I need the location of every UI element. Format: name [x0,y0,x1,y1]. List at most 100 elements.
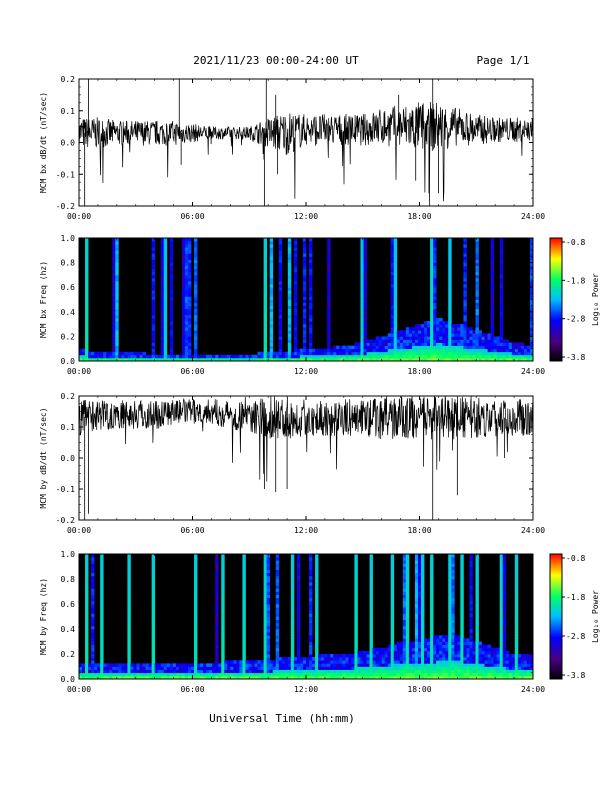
spectrogram-cell [275,569,280,574]
spectrogram-cell [115,333,119,337]
spectrogram-cell [414,604,419,608]
spectrogram-cell [278,244,283,248]
spectrogram-cell [181,256,186,260]
spectrogram-cell [221,641,225,645]
spectrogram-cell [529,290,534,294]
spectrogram-cell [354,657,358,661]
spectrogram-cell [460,357,464,362]
spectrogram-cell [514,663,519,667]
spectrogram-cell [85,666,89,670]
spectrogram-cell [514,613,519,617]
spectrogram-cell [130,675,134,680]
spectrogram-cell [496,357,501,362]
spectrogram-cell [124,672,128,677]
spectrogram-cell [424,336,428,340]
spectrogram-cell [269,287,274,291]
spectrogram-cell [315,572,319,577]
spectrogram-cell [499,274,504,279]
spectrogram-cell [215,591,219,595]
spectrogram-cell [421,629,425,633]
spectrogram-cell [242,569,246,574]
spectrogram-cell [472,348,476,353]
spectrogram-cell [460,644,464,649]
spectrogram-cell [184,339,189,343]
spectrogram-cell [178,354,183,359]
spectrogram-cell [290,600,295,605]
spectrogram-cell [390,351,395,356]
spectrogram-cell [475,238,479,242]
spectrogram-cell [393,308,398,313]
spectrogram-cell [375,660,379,664]
spectrogram-cell [100,638,104,642]
spectrogram-cell [263,554,268,558]
spectrogram-cell [245,672,249,677]
spectrogram-cell [266,604,271,608]
spectrogram-cell [100,610,104,614]
spectrogram-cell [290,672,295,677]
spectrogram-cell [127,594,131,599]
spectrogram-cell [318,663,322,667]
spectrogram-cell [360,311,364,316]
spectrogram-cell [433,265,437,270]
y-tick-label: 0.6 [61,283,76,292]
spectrogram-cell [387,672,392,677]
spectrogram-cell [315,563,319,567]
spectrogram-cell [151,607,156,611]
spectrogram-cell [405,675,410,680]
spectrogram-cell [278,265,283,270]
spectrogram-cell [296,566,301,570]
spectrogram-cell [151,311,156,316]
spectrogram-cell [203,672,207,677]
spectrogram-cell [357,345,361,350]
spectrogram-cell [203,669,207,674]
chart-title: 2021/11/23 00:00-24:00 UT [193,54,359,67]
spectrogram-cell [363,277,367,282]
spectrogram-cell [187,241,192,245]
spectrogram-cell [269,339,274,343]
spectrogram-cell [151,265,156,270]
spectrogram-cell [439,354,443,359]
spectrogram-cell [390,290,395,294]
spectrogram-cell [363,311,367,316]
spectrogram-cell [151,600,156,605]
spectrogram-cell [163,666,168,670]
spectrogram-cell [194,619,198,624]
spectrogram-cell [402,622,407,627]
spectrogram-cell [184,317,189,322]
spectrogram-cell [269,281,274,285]
spectrogram-cell [490,268,495,273]
spectrogram-cell [151,271,156,276]
spectrogram-cell [369,588,373,592]
spectrogram-cell [318,357,322,362]
spectrogram-cell [287,277,292,282]
spectrogram-cell [175,672,180,677]
spectrogram-cell [296,654,301,658]
spectrogram-cell [529,256,534,260]
spectrogram-cell [263,284,268,288]
spectrogram-cell [445,635,449,639]
spectrogram-cell [278,290,283,294]
spectrogram-cell [227,357,231,362]
spectrogram-cell [463,256,467,260]
spectrogram-cell [224,663,228,667]
spectrogram-cell [363,324,367,328]
spectrogram-cell [414,585,419,589]
spectrogram-cell [263,287,268,291]
spectrogram-cell [302,669,307,674]
spectrogram-cell [309,669,313,674]
spectrogram-cell [187,287,192,291]
spectrogram-cell [430,654,434,658]
spectrogram-cell [302,284,307,288]
spectrogram-cell [390,244,395,248]
spectrogram-cell [387,647,392,652]
spectrogram-cell [309,582,313,586]
spectrogram-cell [342,354,346,359]
spectrogram-cell [269,305,274,310]
spectrogram-cell [227,660,231,664]
spectrogram-cell [369,669,373,674]
spectrogram-cell [529,657,534,661]
spectrogram-cell [263,622,268,627]
spectrogram-cell [242,625,246,630]
spectrogram-cell [284,675,289,680]
spectrogram-cell [327,330,331,334]
